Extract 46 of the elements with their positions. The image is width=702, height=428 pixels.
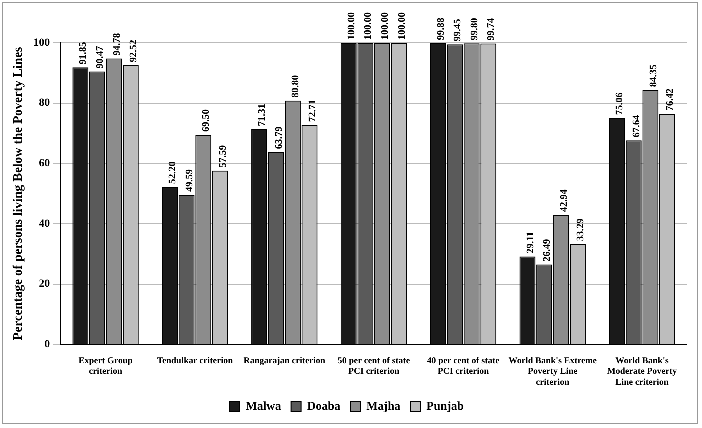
data-label: 49.59 xyxy=(184,170,196,192)
data-label: 52.20 xyxy=(168,162,179,184)
x-tick-label: Rangarajan criterion xyxy=(244,355,326,366)
y-tick-label: 40 xyxy=(39,218,51,230)
x-tick-label: 40 per cent of state PCI criterion xyxy=(427,355,500,376)
data-label: 29.11 xyxy=(525,232,536,254)
data-label: 100.00 xyxy=(346,12,358,40)
data-label: 99.88 xyxy=(436,18,447,40)
y-tick-label: 20 xyxy=(39,278,51,290)
data-label: 80.80 xyxy=(290,75,302,98)
y-tick-label: 0 xyxy=(44,338,51,350)
data-label: 99.74 xyxy=(486,18,498,41)
y-axis-title: Percentage of persons living Below the Poverty Lines xyxy=(10,47,26,340)
data-label: 67.64 xyxy=(631,115,642,138)
x-tick-label: 50 per cent of state PCI criterion xyxy=(338,355,410,376)
data-label: 72.71 xyxy=(307,100,318,122)
data-label: 71.31 xyxy=(257,104,268,127)
data-label: 76.42 xyxy=(665,88,676,112)
y-tick-label: 100 xyxy=(34,36,51,49)
data-label: 90.47 xyxy=(95,46,106,69)
data-label: 99.45 xyxy=(452,19,464,42)
data-label: 63.79 xyxy=(274,126,285,150)
data-label: 100.00 xyxy=(380,12,392,40)
data-label: 33.29 xyxy=(576,218,587,242)
data-label: 57.59 xyxy=(218,145,229,168)
data-label: 26.49 xyxy=(542,239,554,262)
legend-label: Doaba xyxy=(307,399,341,414)
legend-label: Majha xyxy=(366,399,401,414)
data-label: 94.78 xyxy=(112,33,123,56)
data-label: 99.80 xyxy=(469,18,480,41)
data-label: 84.35 xyxy=(648,64,660,88)
data-label: 92.52 xyxy=(128,40,140,63)
data-label: 69.50 xyxy=(201,109,212,132)
x-tick-label: World Bank's Extreme Poverty Line criterion xyxy=(508,355,598,387)
data-label: 100.00 xyxy=(396,12,408,40)
x-tick-label: World Bank's Moderate Poverty Line criterion xyxy=(607,355,678,387)
y-tick-label: 60 xyxy=(39,157,51,170)
legend-label: Punjab xyxy=(426,399,464,414)
y-tick-label: 80 xyxy=(39,97,51,110)
data-label: 100.00 xyxy=(363,12,374,40)
x-tick-label: Tendulkar criterion xyxy=(157,355,234,366)
legend-label: Malwa xyxy=(246,399,282,414)
data-label: 91.85 xyxy=(78,42,90,65)
x-tick-label: Expert Group criterion xyxy=(78,355,133,376)
data-label: 42.94 xyxy=(558,190,570,212)
data-label: 75.06 xyxy=(614,92,626,116)
